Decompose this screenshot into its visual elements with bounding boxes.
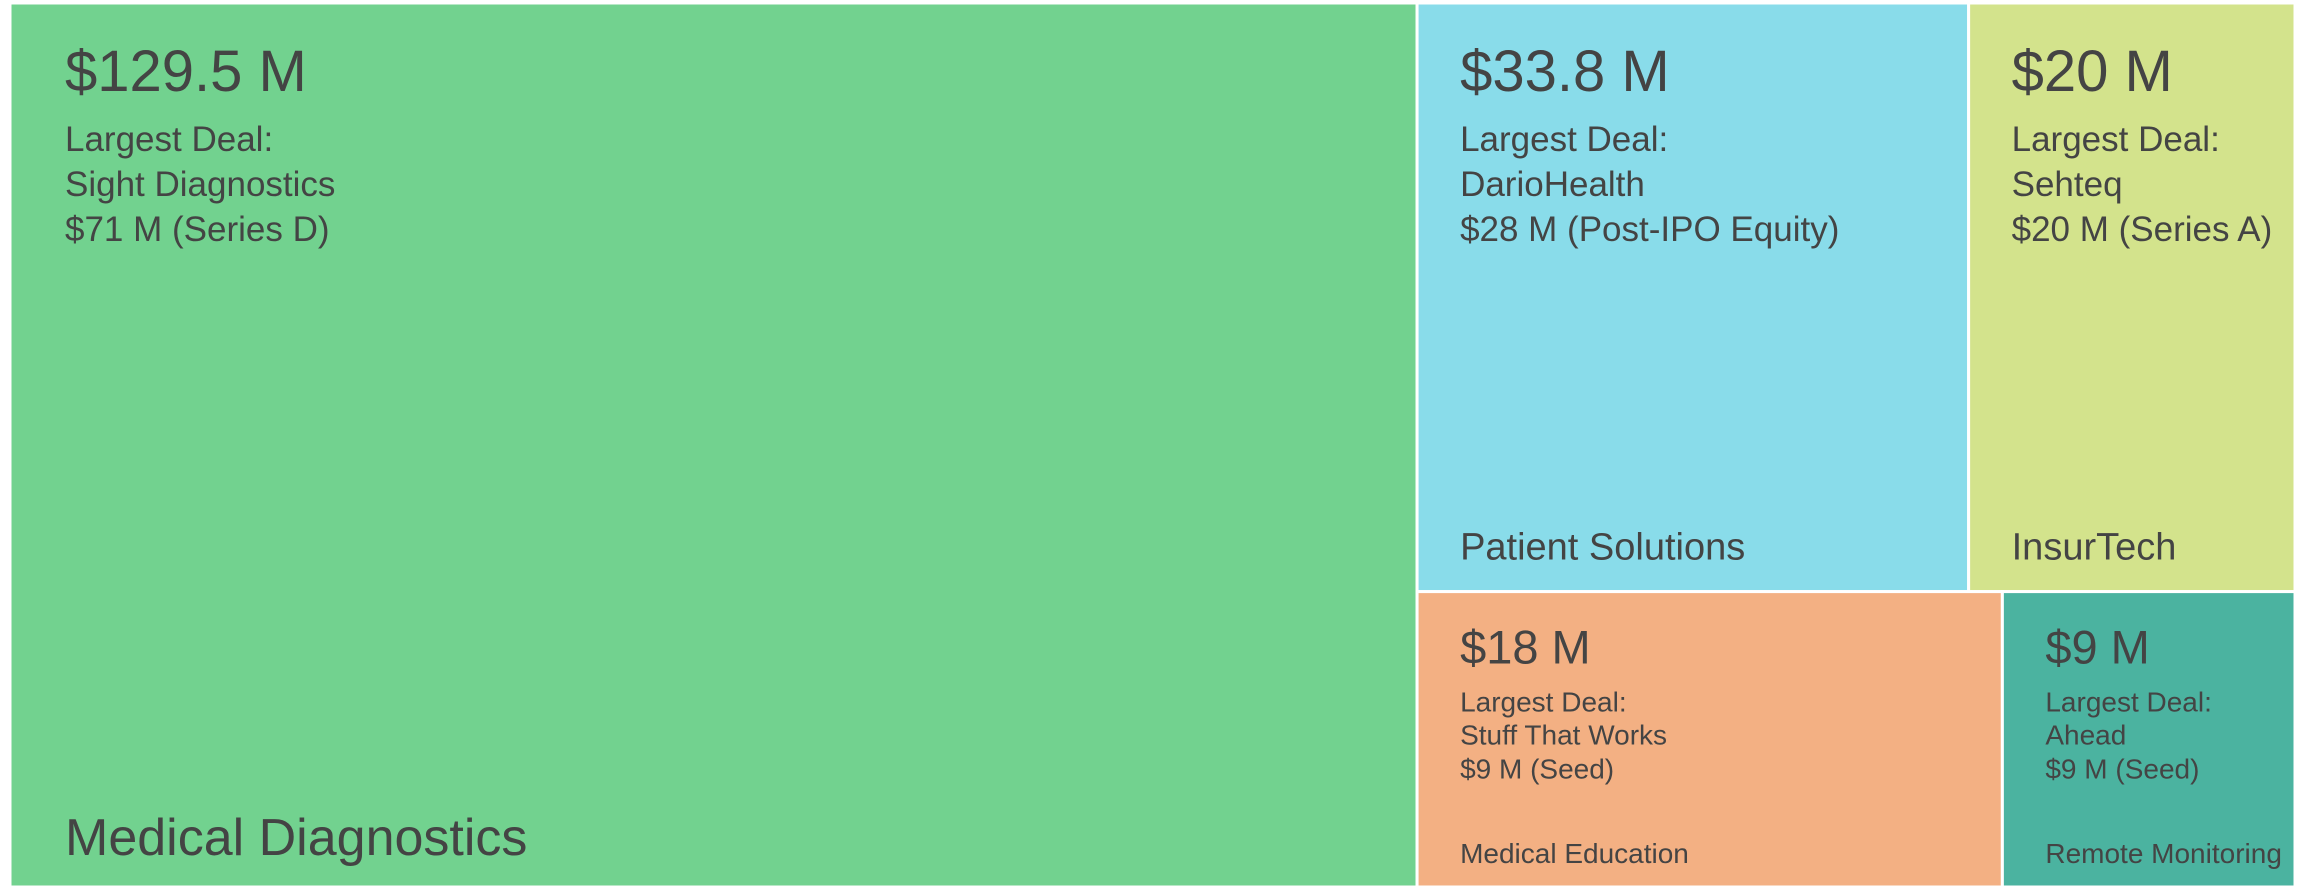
tile-detail: DarioHealth xyxy=(1460,165,1645,204)
tile-detail: $20 M (Series A) xyxy=(2012,210,2273,249)
tile-category-label: Medical Education xyxy=(1460,838,1689,869)
tile-category-label: InsurTech xyxy=(2012,527,2177,569)
tile-detail: $71 M (Series D) xyxy=(65,210,330,249)
tile-detail: Ahead xyxy=(2045,720,2126,751)
tile-value-label: $18 M xyxy=(1460,621,1591,674)
tile-detail: Largest Deal: xyxy=(1460,687,1627,718)
tile-detail: Largest Deal: xyxy=(65,120,273,159)
tile-detail: Sight Diagnostics xyxy=(65,165,335,204)
tile-detail: Sehteq xyxy=(2012,165,2123,204)
tile-detail: Stuff That Works xyxy=(1460,720,1667,751)
tile-detail: $28 M (Post-IPO Equity) xyxy=(1460,210,1839,249)
tile-detail: $9 M (Seed) xyxy=(1460,754,1614,785)
tile-value-label: $129.5 M xyxy=(65,39,307,104)
tile-value-label: $33.8 M xyxy=(1460,39,1670,104)
tile-detail: Largest Deal: xyxy=(2045,687,2212,718)
tile-category-label: Remote Monitoring xyxy=(2045,838,2282,869)
tile-detail: Largest Deal: xyxy=(2012,120,2220,159)
tile-detail: Largest Deal: xyxy=(1460,120,1668,159)
tile-value-label: $20 M xyxy=(2012,39,2173,104)
tile-category-label: Medical Diagnostics xyxy=(65,809,527,867)
treemap-tile xyxy=(1415,1,1971,594)
treemap-tile xyxy=(2000,590,2297,887)
tile-category-label: Patient Solutions xyxy=(1460,527,1745,569)
treemap-tile xyxy=(1415,590,2004,887)
tile-value-label: $9 M xyxy=(2045,621,2150,674)
tile-detail: $9 M (Seed) xyxy=(2045,754,2199,785)
treemap-tile xyxy=(8,1,1419,887)
